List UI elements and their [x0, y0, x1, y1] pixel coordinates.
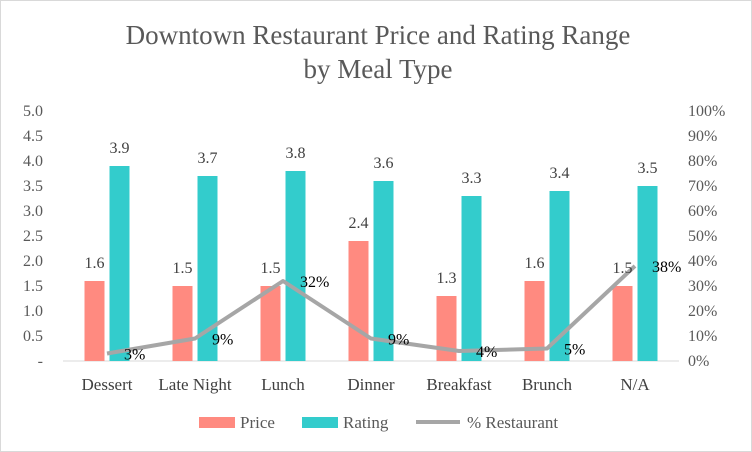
price-bar	[524, 281, 545, 361]
percent-restaurant-data-label: 9%	[388, 332, 409, 349]
percent-restaurant-data-label: 5%	[564, 342, 585, 359]
percent-restaurant-line	[106, 264, 637, 356]
rating-bar	[637, 186, 658, 361]
percent-restaurant-data-label: 4%	[476, 344, 497, 361]
right-axis-tick-label: 40%	[688, 253, 717, 270]
left-axis-tick-label: 5.0	[23, 103, 43, 120]
rating-bar	[549, 191, 570, 361]
price-data-label: 1.5	[173, 260, 193, 277]
x-axis-category-label: Dinner	[347, 375, 395, 394]
rating-data-label: 3.9	[110, 140, 130, 157]
legend-label: Rating	[343, 413, 389, 432]
x-axis-category-label: Late Night	[158, 375, 231, 394]
right-axis-tick-label: 50%	[688, 228, 717, 245]
price-bar	[260, 286, 281, 361]
left-axis-tick-label: 0.5	[23, 328, 43, 345]
price-data-label: 1.3	[437, 270, 457, 287]
legend-label: % Restaurant	[467, 413, 558, 432]
price-data-label: 1.5	[613, 260, 633, 277]
rating-data-label: 3.8	[286, 145, 306, 162]
bar-marks	[84, 166, 658, 361]
left-axis-tick-label: 2.5	[23, 228, 43, 245]
price-bar	[612, 286, 633, 361]
rating-bar	[373, 181, 394, 361]
left-axis-ticks: - 0.5 1.0 1.5 2.0 2.5 3.0 3.5 4.0 4.5 5.0	[23, 103, 43, 370]
price-data-label: 1.6	[525, 255, 545, 272]
rating-data-label: 3.3	[462, 170, 482, 187]
rating-bar	[285, 171, 306, 361]
price-data-label: 2.4	[349, 215, 369, 232]
left-axis-tick-label: 1.5	[23, 278, 43, 295]
percent-restaurant-data-label: 9%	[212, 332, 233, 349]
right-axis-tick-label: 70%	[688, 178, 717, 195]
x-axis-category-label: Lunch	[261, 375, 305, 394]
legend-label: Price	[240, 413, 275, 432]
percent-restaurant-data-label: 32%	[300, 274, 329, 291]
price-bar	[84, 281, 105, 361]
rating-data-label: 3.4	[550, 165, 570, 182]
rating-bar	[197, 176, 218, 361]
left-axis-tick-label: 3.0	[23, 203, 43, 220]
chart-title-line-1: Downtown Restaurant Price and Rating Ran…	[126, 20, 631, 50]
price-data-label: 1.6	[85, 255, 105, 272]
left-axis-tick-label: 1.0	[23, 303, 43, 320]
percent-restaurant-data-label: 38%	[652, 259, 681, 276]
rating-data-label: 3.5	[638, 160, 658, 177]
price-bar	[172, 286, 193, 361]
x-axis-category-label: Dessert	[82, 375, 133, 394]
rating-data-label: 3.6	[374, 155, 394, 172]
left-axis-tick-label: 4.5	[23, 128, 43, 145]
rating-bar	[109, 166, 130, 361]
rating-data-label: 3.7	[198, 150, 218, 167]
price-bar	[436, 296, 457, 361]
right-axis-tick-label: 30%	[688, 278, 717, 295]
right-axis-tick-label: 60%	[688, 203, 717, 220]
price-data-label: 1.5	[261, 260, 281, 277]
rating-bar	[461, 196, 482, 361]
chart-title-line-2: by Meal Type	[303, 54, 452, 84]
legend: Price Rating % Restaurant	[199, 413, 558, 432]
legend-swatch-price	[199, 417, 235, 428]
price-bar	[348, 241, 369, 361]
left-axis-tick-label: 2.0	[23, 253, 43, 270]
right-axis-tick-label: 20%	[688, 303, 717, 320]
right-axis-tick-label: 90%	[688, 128, 717, 145]
right-axis-tick-label: 0%	[688, 353, 709, 370]
line-series: 3% 9% 32% 9% 4% 5% 38%	[106, 259, 681, 364]
x-axis-category-label: Breakfast	[426, 375, 491, 394]
x-axis-category-label: Brunch	[522, 375, 573, 394]
left-axis-tick-label: 4.0	[23, 153, 43, 170]
x-axis-category-label: N/A	[620, 375, 650, 394]
left-axis-tick-label: 3.5	[23, 178, 43, 195]
left-axis-tick-label: -	[38, 353, 43, 370]
right-axis-ticks: 0% 10% 20% 30% 40% 50% 60% 70% 80% 90% 100%	[688, 103, 725, 370]
legend-swatch-rating	[302, 417, 338, 428]
right-axis-tick-label: 80%	[688, 153, 717, 170]
right-axis-tick-label: 10%	[688, 328, 717, 345]
percent-restaurant-data-label: 3%	[124, 347, 145, 364]
right-axis-tick-label: 100%	[688, 103, 725, 120]
x-axis-ticks: Dessert Late Night Lunch Dinner Breakfast Bru…	[82, 375, 651, 394]
bar-data-labels: 1.6 3.9 1.5 3.7 1.5 3.8 2.4 3.6 1.3 3.3 1.6 3.4 1.5 3…	[85, 140, 658, 287]
